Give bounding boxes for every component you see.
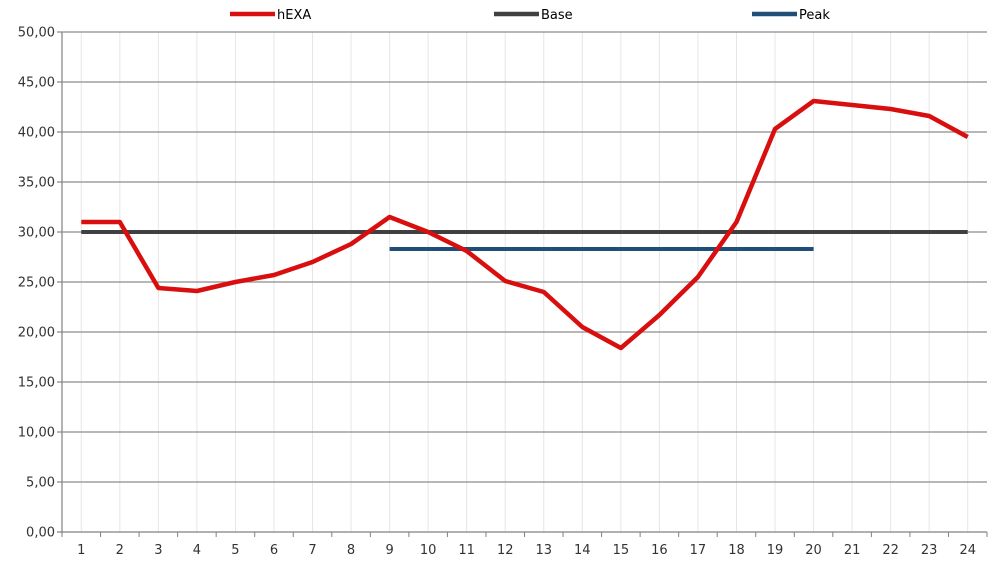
x-tick-label: 5	[231, 543, 239, 558]
x-tick-label: 16	[651, 543, 668, 558]
series-layer	[81, 98, 969, 351]
x-tick-label: 21	[844, 543, 861, 558]
y-tick-label: 0,00	[26, 526, 55, 541]
x-tick-label: 6	[270, 543, 278, 558]
x-axis-tick-labels: 1 2 3 4 5 6 7 8 9 10 11 12 13 14 15 16 17 18 19 20 21 22 23 24	[77, 543, 976, 558]
x-tick-label: 2	[116, 543, 124, 558]
y-tick-label: 10,00	[18, 426, 55, 441]
x-tick-label: 3	[154, 543, 162, 558]
x-tick-label: 15	[613, 543, 630, 558]
x-tick-label: 7	[308, 543, 316, 558]
y-tick-label: 50,00	[18, 26, 55, 41]
y-tick-label: 25,00	[18, 276, 55, 291]
x-tick-label: 8	[347, 543, 355, 558]
y-tick-label: 35,00	[18, 176, 55, 191]
legend: hEXA Base Peak	[230, 8, 830, 23]
x-tick-label: 20	[805, 543, 822, 558]
x-tick-label: 13	[535, 543, 552, 558]
y-axis-tick-labels: 0,00 5,00 10,00 15,00 20,00 25,00 30,00 35,00 40…	[18, 26, 55, 541]
x-tick-label: 12	[497, 543, 514, 558]
x-tick-label: 18	[728, 543, 745, 558]
x-tick-label: 23	[921, 543, 938, 558]
x-tick-label: 19	[767, 543, 784, 558]
y-tick-label: 20,00	[18, 326, 55, 341]
x-tick-label: 24	[959, 543, 976, 558]
x-tick-label: 14	[574, 543, 591, 558]
legend-label-base: Base	[541, 8, 573, 23]
legend-label-hexa: hEXA	[277, 8, 311, 23]
y-tick-label: 45,00	[18, 76, 55, 91]
y-tick-label: 5,00	[26, 476, 55, 491]
x-tick-label: 9	[385, 543, 393, 558]
x-tick-label: 4	[193, 543, 201, 558]
x-tick-label: 1	[77, 543, 85, 558]
x-tick-label: 22	[882, 543, 899, 558]
y-tick-label: 30,00	[18, 226, 55, 241]
legend-label-peak: Peak	[799, 8, 830, 23]
y-tick-label: 40,00	[18, 126, 55, 141]
x-tick-label: 17	[690, 543, 707, 558]
axes	[57, 32, 988, 537]
y-tick-label: 15,00	[18, 376, 55, 391]
series-line-hexa	[81, 98, 969, 351]
x-tick-label: 10	[420, 543, 437, 558]
x-tick-label: 11	[458, 543, 475, 558]
